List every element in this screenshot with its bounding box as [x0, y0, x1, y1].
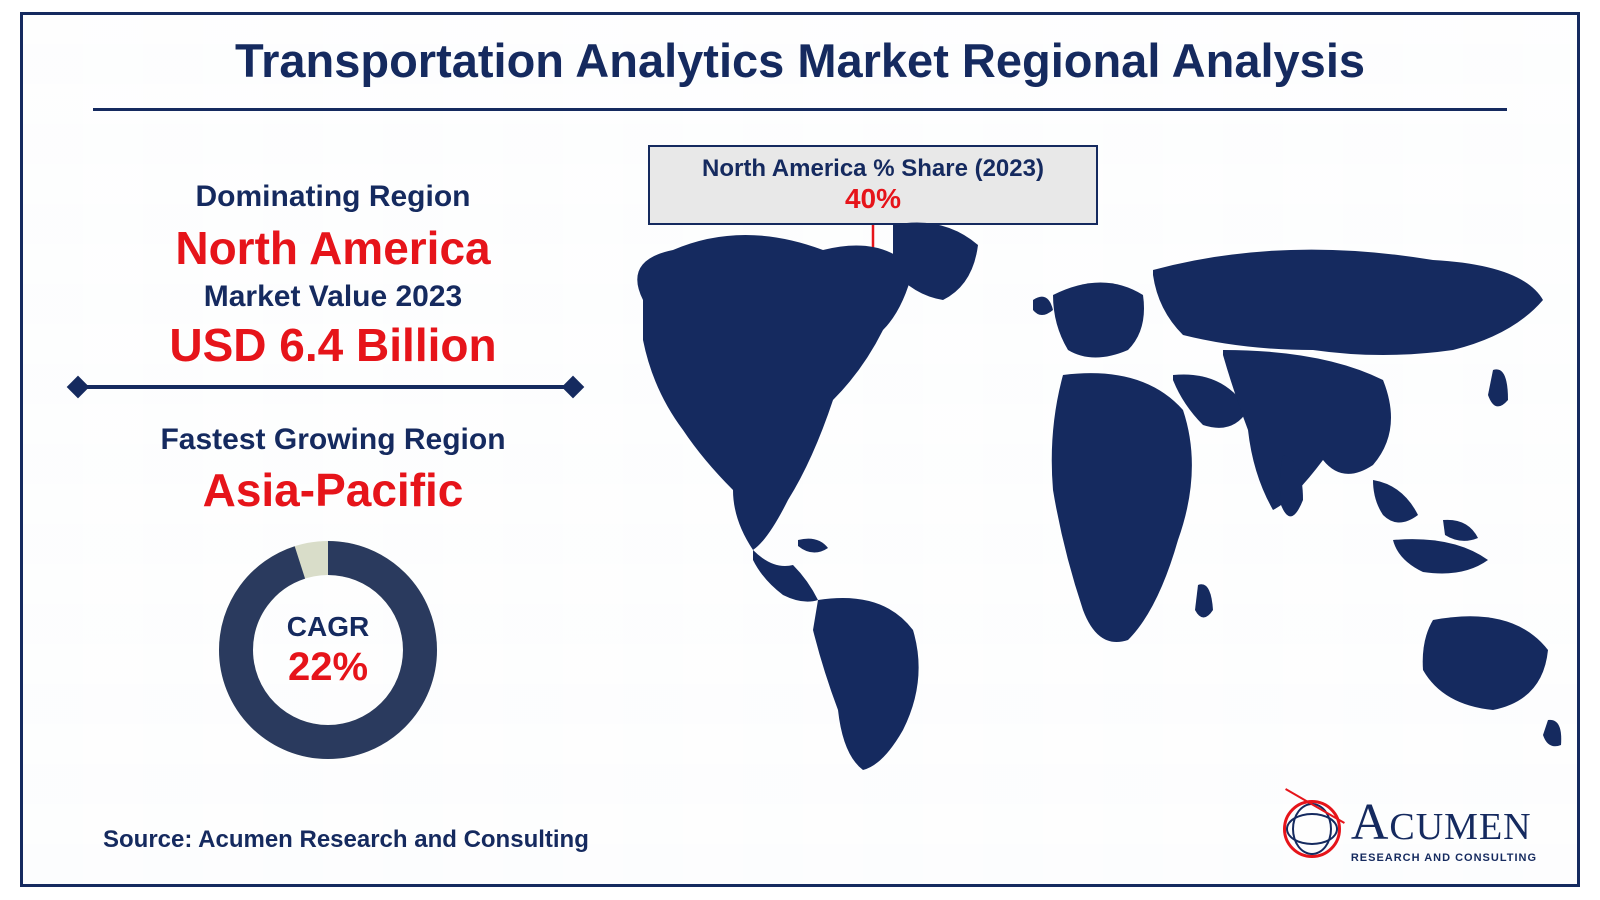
cagr-value: 22%	[288, 645, 368, 690]
fastest-growing-label: Fastest Growing Region	[123, 423, 543, 457]
source-attribution: Source: Acumen Research and Consulting	[103, 826, 589, 854]
brand-name: ACUMEN	[1351, 793, 1532, 852]
world-map	[583, 200, 1583, 780]
cagr-label: CAGR	[287, 611, 369, 643]
cagr-ring-chart: CAGR 22%	[213, 535, 443, 765]
share-box-title: North America % Share (2023)	[702, 155, 1044, 183]
section-separator	[78, 385, 573, 389]
brand-tagline: RESEARCH AND CONSULTING	[1351, 852, 1537, 864]
globe-icon	[1283, 800, 1341, 858]
infographic-frame: Transportation Analytics Market Regional…	[20, 12, 1580, 887]
market-value: USD 6.4 Billion	[123, 318, 543, 372]
fastest-growing-value: Asia-Pacific	[123, 463, 543, 517]
market-value-label: Market Value 2023	[123, 280, 543, 314]
dominating-region-label: Dominating Region	[123, 180, 543, 214]
brand-logo: ACUMEN RESEARCH AND CONSULTING	[1283, 793, 1537, 864]
title-underline	[93, 108, 1507, 111]
page-title: Transportation Analytics Market Regional…	[23, 33, 1577, 88]
dominating-region-value: North America	[123, 221, 543, 275]
